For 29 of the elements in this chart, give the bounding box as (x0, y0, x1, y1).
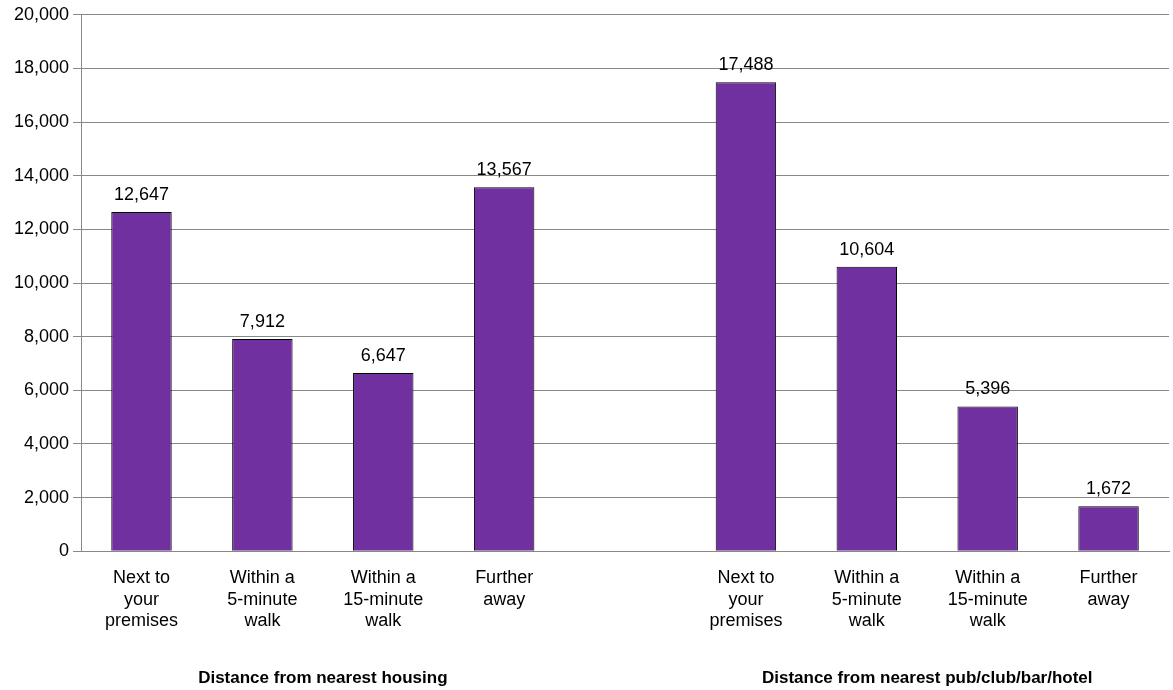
y-tick-label: 2,000 (24, 486, 70, 507)
y-tick-label: 12,000 (13, 218, 70, 239)
y-tick-label: 14,000 (13, 164, 70, 185)
text: Distance from nearest housing (198, 667, 448, 687)
x-tick-label: Next to your premises (709, 566, 783, 631)
x-tick-label: Further away (475, 566, 534, 609)
x-tick-label: Within a 5-minute walk (227, 566, 298, 631)
y-tick-label: 8,000 (24, 325, 70, 346)
y-tick-label: 6,000 (24, 379, 70, 400)
data-label: 7,912 (239, 310, 285, 331)
text: Distance from nearest pub/club/bar/hotel (761, 667, 1093, 687)
data-label: 10,604 (839, 238, 895, 259)
data-label: 5,396 (965, 378, 1011, 399)
data-label: 17,488 (718, 54, 774, 75)
data-label: 1,672 (1086, 478, 1132, 499)
x-tick-label: Within a 15-minute walk (343, 566, 424, 631)
y-tick-label: 0 (59, 540, 70, 561)
y-tick-label: 16,000 (13, 111, 70, 132)
data-label: 6,647 (360, 344, 406, 365)
x-tick-label: Further away (1079, 566, 1138, 609)
data-label: 13,567 (476, 159, 532, 180)
y-tick-label: 10,000 (13, 271, 70, 292)
x-tick-label: Within a 5-minute walk (831, 566, 902, 631)
y-tick-label: 18,000 (13, 57, 70, 78)
x-tick-label: Within a 15-minute walk (947, 566, 1028, 631)
y-tick-label: 20,000 (13, 3, 70, 24)
y-tick-label: 4,000 (24, 432, 70, 453)
x-tick-label: Next to your premises (104, 566, 179, 631)
data-label: 12,647 (113, 183, 170, 204)
